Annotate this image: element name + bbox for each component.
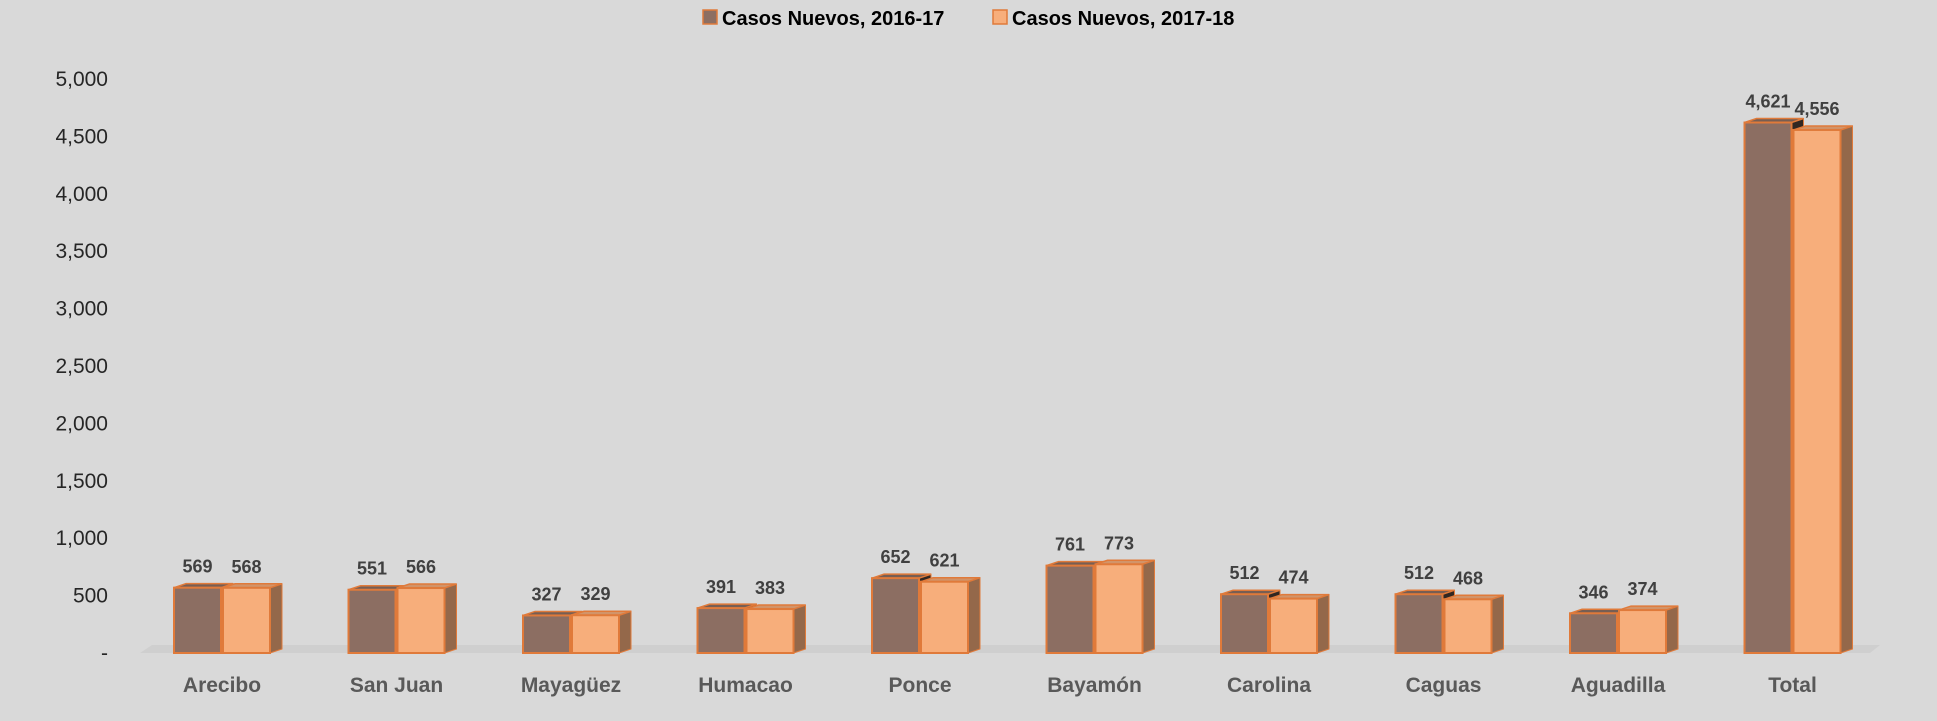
x-tick-label: Caguas — [1406, 674, 1482, 697]
y-tick-label: 500 — [73, 585, 108, 608]
bar-side — [1491, 594, 1504, 654]
data-label: 374 — [1627, 579, 1657, 599]
legend-swatch-series-1 — [702, 9, 718, 25]
data-label: 383 — [755, 578, 785, 598]
data-label: 346 — [1578, 582, 1608, 602]
x-tick-label: Aguadilla — [1571, 674, 1666, 697]
bar-front — [1443, 598, 1493, 655]
bar — [920, 576, 981, 655]
legend-label-series-2: Casos Nuevos, 2017-18 — [1012, 8, 1234, 30]
bar-front — [522, 614, 571, 654]
bar-side — [967, 577, 981, 654]
bar-front — [1269, 597, 1318, 654]
data-label: 568 — [231, 557, 261, 577]
legend-label-series-1: Casos Nuevos, 2016-17 — [722, 8, 944, 30]
bar — [571, 610, 632, 654]
data-labels: 569 568 551 566 327 329 391 383 652 621 761 773 512 4… — [182, 92, 1839, 605]
bar — [1792, 125, 1853, 655]
y-tick-label: 2,000 — [55, 412, 108, 435]
bar-front — [745, 608, 795, 655]
data-label: 4,621 — [1745, 92, 1790, 112]
bar — [1269, 593, 1330, 654]
y-tick-label: 2,500 — [55, 355, 108, 378]
x-tick-label: Ponce — [888, 674, 951, 697]
data-label: 329 — [580, 584, 610, 604]
bar-front — [1094, 563, 1144, 654]
legend-swatch-series-2 — [992, 9, 1008, 25]
y-tick-label: 3,500 — [55, 240, 108, 263]
data-label: 761 — [1055, 535, 1085, 555]
data-label: 551 — [357, 559, 387, 579]
bar-front — [1045, 564, 1095, 655]
x-tick-label: Bayamón — [1047, 674, 1142, 697]
data-label: 566 — [406, 557, 436, 577]
bar-front — [1394, 593, 1444, 655]
y-tick-label: 4,500 — [55, 125, 108, 148]
bar-side — [793, 604, 806, 654]
bar-side — [1316, 593, 1330, 654]
bar-front — [173, 586, 222, 654]
y-tick-label: 1,000 — [55, 527, 108, 550]
data-label: 468 — [1453, 568, 1483, 588]
x-axis: Arecibo San Juan Mayagüez Humacao Ponce Bayam… — [183, 674, 1817, 697]
bar — [1618, 605, 1679, 655]
bar-front — [871, 577, 920, 654]
bar-front — [1618, 609, 1667, 655]
data-label: 474 — [1278, 568, 1308, 588]
x-tick-label: Mayagüez — [521, 674, 621, 697]
bar-front — [696, 607, 746, 655]
y-tick-label: 1,500 — [55, 470, 108, 493]
x-tick-label: Humacao — [698, 674, 793, 697]
bar-front — [222, 586, 271, 654]
bar-front — [1743, 121, 1793, 654]
bar-side — [1665, 605, 1679, 654]
x-tick-label: Carolina — [1227, 674, 1311, 697]
bar-front — [347, 588, 397, 654]
data-label: 512 — [1404, 563, 1434, 583]
data-label: 512 — [1229, 563, 1259, 583]
bar — [222, 583, 283, 654]
data-label: 773 — [1104, 533, 1134, 553]
bar — [745, 604, 806, 655]
data-label: 391 — [706, 577, 736, 597]
y-tick-label: - — [101, 642, 108, 665]
y-tick-label: 3,000 — [55, 298, 108, 321]
data-label: 621 — [929, 551, 959, 571]
legend: Casos Nuevos, 2016-17 Casos Nuevos, 2017… — [702, 8, 1234, 30]
bar-side — [444, 583, 457, 654]
bar-front — [1792, 128, 1842, 655]
y-tick-label: 4,000 — [55, 183, 108, 206]
bar-front — [396, 587, 446, 654]
bar-front — [920, 580, 969, 655]
bar — [396, 583, 457, 654]
bar-side — [1840, 125, 1853, 654]
bar-front — [1569, 612, 1618, 654]
bars — [173, 117, 1853, 655]
y-axis: - 500 1,000 1,500 2,000 2,500 3,000 3,500 4,000 4… — [55, 68, 108, 665]
bar-front — [1220, 593, 1269, 655]
data-label: 327 — [531, 584, 561, 604]
y-tick-label: 5,000 — [55, 68, 108, 91]
bar-side — [618, 610, 632, 654]
data-label: 569 — [182, 557, 212, 577]
x-tick-label: San Juan — [350, 674, 443, 697]
bar-side — [269, 583, 283, 654]
bar — [1094, 559, 1155, 654]
bar-side — [1142, 559, 1155, 654]
data-label: 4,556 — [1794, 99, 1839, 119]
x-tick-label: Arecibo — [183, 674, 261, 697]
data-label: 652 — [880, 547, 910, 567]
bar — [1443, 594, 1504, 655]
x-tick-label: Total — [1768, 674, 1817, 697]
bar-front — [571, 614, 620, 654]
bar — [1569, 608, 1630, 654]
